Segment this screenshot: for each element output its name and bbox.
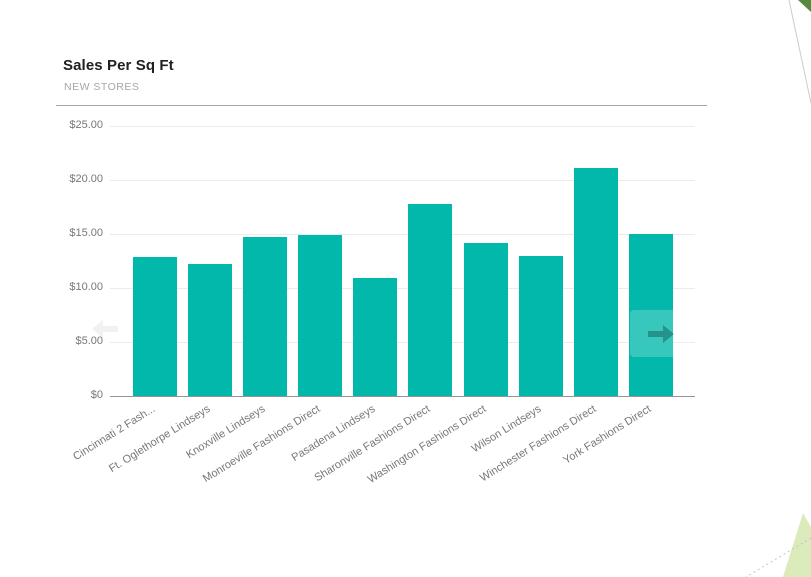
gridline <box>110 234 695 235</box>
y-axis-tick-label: $0 <box>90 389 103 401</box>
title-divider <box>56 105 707 106</box>
arrow-right-icon <box>648 324 674 343</box>
arrow-left-icon <box>92 320 118 338</box>
y-axis-tick-label: $25.00 <box>69 119 103 131</box>
arrow-left-glyph <box>92 320 118 338</box>
bar[interactable] <box>629 234 674 396</box>
decor-diagonal-line-top-right <box>788 0 811 104</box>
scroll-right-button[interactable] <box>630 310 692 357</box>
chart-title: Sales Per Sq Ft <box>63 57 174 74</box>
y-axis-tick-label: $20.00 <box>69 173 103 185</box>
gridline <box>110 180 695 181</box>
y-axis-tick-label: $15.00 <box>69 227 103 239</box>
gridline <box>110 288 695 289</box>
decor-dotted-line-bottom-right <box>745 537 811 577</box>
gridline <box>110 126 695 127</box>
bar[interactable] <box>298 235 343 396</box>
decor-green-wedge-bottom-right <box>783 513 811 577</box>
bar[interactable] <box>573 168 618 396</box>
bar[interactable] <box>463 242 508 396</box>
decor-green-corner-top-right <box>798 0 811 12</box>
gridline <box>110 342 695 343</box>
chart-subtitle: NEW STORES <box>64 81 140 93</box>
bar[interactable] <box>132 256 177 396</box>
x-axis-line <box>110 396 695 397</box>
bar[interactable] <box>243 237 287 396</box>
arrow-right-glyph <box>648 324 674 343</box>
bar[interactable] <box>408 203 453 396</box>
bar[interactable] <box>187 264 232 396</box>
y-axis-tick-label: $10.00 <box>69 281 103 293</box>
bar[interactable] <box>353 278 398 396</box>
bar[interactable] <box>518 255 563 396</box>
y-axis-tick-label: $5.00 <box>75 335 103 347</box>
scroll-left-button <box>84 312 126 346</box>
